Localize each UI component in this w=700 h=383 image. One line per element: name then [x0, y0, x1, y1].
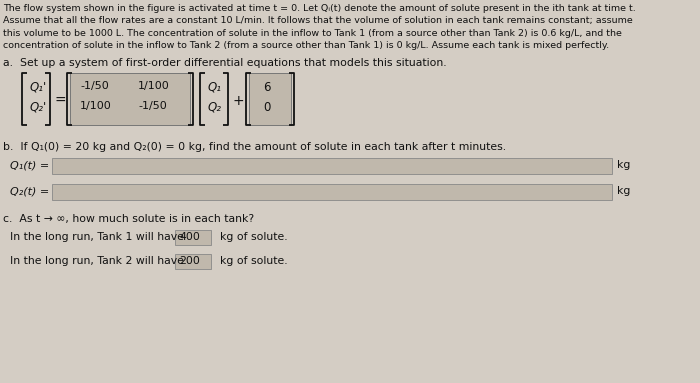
Text: 200: 200 — [179, 256, 200, 266]
Text: kg of solute.: kg of solute. — [220, 232, 288, 242]
FancyBboxPatch shape — [175, 254, 211, 269]
FancyBboxPatch shape — [52, 158, 612, 174]
Text: +: + — [233, 94, 244, 108]
Text: 400: 400 — [179, 232, 200, 242]
FancyBboxPatch shape — [70, 73, 190, 125]
Text: 1/100: 1/100 — [80, 101, 112, 111]
Text: Q₂: Q₂ — [208, 101, 222, 114]
Text: a.  Set up a system of first-order differential equations that models this situa: a. Set up a system of first-order differ… — [3, 58, 447, 68]
Text: 1/100: 1/100 — [138, 81, 169, 91]
Text: 0: 0 — [263, 101, 270, 114]
Text: c.  As t → ∞, how much solute is in each tank?: c. As t → ∞, how much solute is in each … — [3, 214, 254, 224]
FancyBboxPatch shape — [24, 73, 48, 125]
Text: Q₁(t) =: Q₁(t) = — [10, 160, 49, 170]
Text: The flow system shown in the figure is activated at time t = 0. Let Qᵢ(t) denote: The flow system shown in the figure is a… — [3, 4, 636, 13]
Text: Q₁: Q₁ — [208, 81, 222, 94]
Text: 6: 6 — [263, 81, 270, 94]
Text: In the long run, Tank 2 will have: In the long run, Tank 2 will have — [10, 256, 184, 266]
FancyBboxPatch shape — [52, 184, 612, 200]
Text: Q₂': Q₂' — [30, 101, 48, 114]
Text: kg: kg — [617, 186, 631, 196]
Text: kg: kg — [617, 160, 631, 170]
Text: b.  If Q₁(0) = 20 kg and Q₂(0) = 0 kg, find the amount of solute in each tank af: b. If Q₁(0) = 20 kg and Q₂(0) = 0 kg, fi… — [3, 142, 506, 152]
Text: -1/50: -1/50 — [138, 101, 167, 111]
Text: concentration of solute in the inflow to Tank 2 (from a source other than Tank 1: concentration of solute in the inflow to… — [3, 41, 609, 51]
FancyBboxPatch shape — [175, 230, 211, 245]
Text: this volume to be 1000 L. The concentration of solute in the inflow to Tank 1 (f: this volume to be 1000 L. The concentrat… — [3, 29, 622, 38]
Text: Q₁': Q₁' — [30, 81, 48, 94]
Text: -1/50: -1/50 — [80, 81, 108, 91]
Text: In the long run, Tank 1 will have: In the long run, Tank 1 will have — [10, 232, 184, 242]
Text: =: = — [54, 94, 66, 108]
FancyBboxPatch shape — [249, 73, 291, 125]
Text: Q₂(t) =: Q₂(t) = — [10, 186, 49, 196]
Text: kg of solute.: kg of solute. — [220, 256, 288, 266]
Text: Assume that all the flow rates are a constant 10 L/min. It follows that the volu: Assume that all the flow rates are a con… — [3, 16, 633, 26]
